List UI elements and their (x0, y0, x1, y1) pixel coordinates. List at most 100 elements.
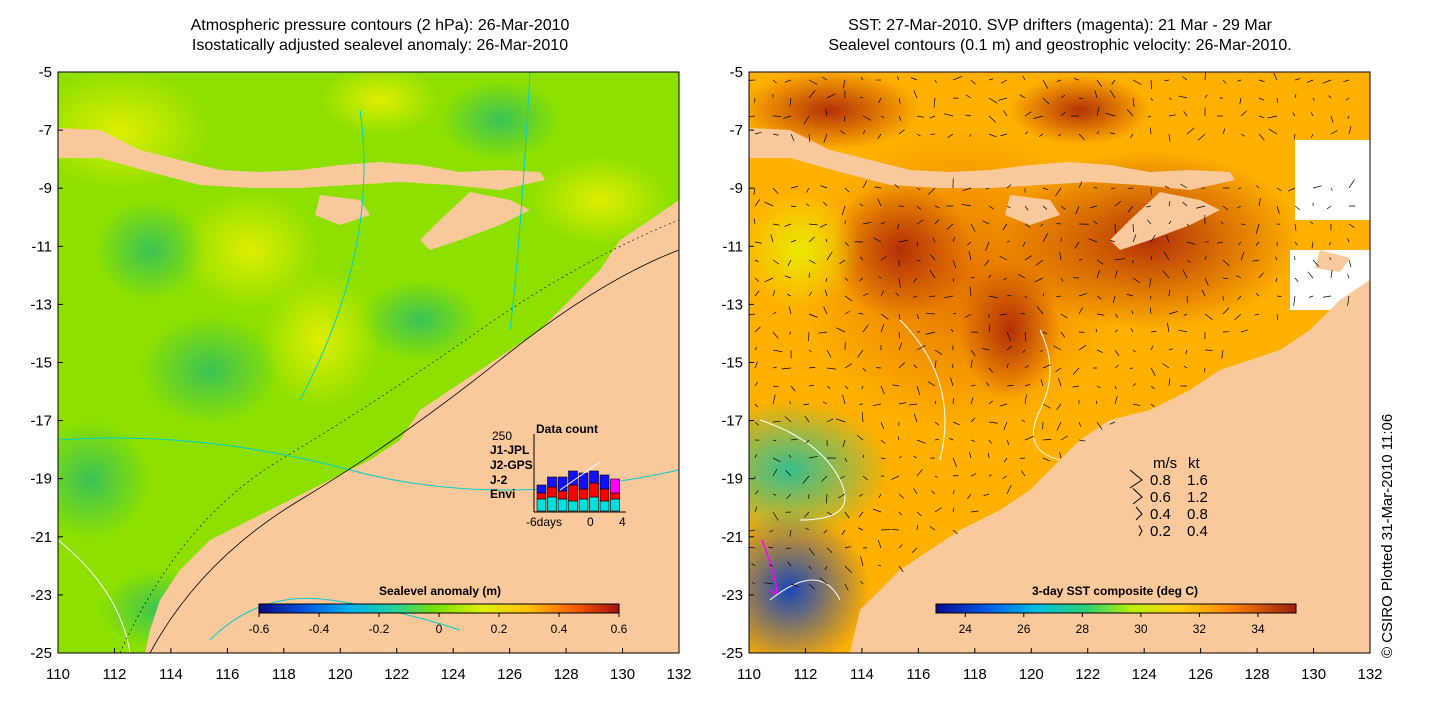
velocity-arrow (1018, 274, 1026, 279)
velocity-arrow (1201, 289, 1206, 297)
velocity-arrow (988, 439, 992, 444)
velocity-arrow (1312, 97, 1315, 101)
velocity-arrow (1328, 241, 1332, 246)
velocity-arrow (987, 452, 990, 459)
velocity-arrow (1024, 205, 1029, 211)
x-tick-label: 118 (272, 666, 296, 683)
velocity-arrow (1294, 78, 1301, 81)
velocity-arrow (952, 421, 960, 426)
inset-bar (536, 484, 547, 494)
velocity-arrow (754, 241, 762, 244)
velocity-arrow (892, 384, 900, 387)
velocity-arrow (880, 421, 885, 430)
velocity-arrow (877, 539, 882, 549)
x-tick-label: 132 (1357, 666, 1382, 683)
inset-bar (589, 470, 599, 484)
velocity-arrow (749, 313, 756, 316)
velocity-arrow (754, 453, 758, 459)
velocity-arrow (835, 418, 846, 423)
velocity-arrow (946, 223, 954, 230)
inset-xlabel-start: -6days (526, 515, 562, 529)
velocity-arrow (1078, 133, 1085, 141)
velocity-arrow (844, 295, 853, 302)
colorbar-tick-label: 24 (959, 622, 973, 636)
velocity-arrow (1055, 295, 1062, 298)
velocity-arrow (1347, 274, 1350, 279)
velocity-arrow (754, 361, 758, 369)
velocity-arrow (1096, 385, 1101, 389)
velocity-arrow (842, 394, 846, 405)
velocity-arrow (1109, 421, 1116, 425)
velocity-arrow (1114, 258, 1125, 261)
velocity-arrow (768, 546, 774, 549)
velocity-arrow (1275, 256, 1278, 261)
velocity-arrow (772, 259, 780, 265)
right-land-islands (749, 128, 1350, 272)
y-tick-label: -17 (721, 413, 743, 430)
x-tick-label: 116 (215, 666, 239, 683)
velocity-arrow (1276, 97, 1278, 104)
velocity-arrow (929, 270, 936, 279)
velocity-arrow (1330, 115, 1334, 123)
velocity-arrow (1267, 115, 1278, 119)
velocity-arrow (1132, 97, 1135, 107)
bathymetry-contour (149, 249, 679, 653)
velocity-arrow (1078, 293, 1087, 297)
velocity-arrow (1114, 223, 1116, 234)
velocity-arrow (808, 90, 816, 99)
velocity-arrow (824, 565, 828, 571)
velocity-arrow (1294, 223, 1297, 231)
x-tick-label: 130 (1301, 666, 1326, 683)
velocity-arrow (1322, 295, 1332, 298)
velocity-arrow (898, 277, 901, 288)
right-land-australia (850, 280, 1370, 653)
velocity-arrow (913, 488, 918, 495)
velocity-arrow (790, 385, 796, 392)
velocity-arrow (1343, 79, 1350, 83)
velocity-arrow (1096, 79, 1103, 88)
velocity-arrow (925, 312, 936, 315)
velocity-arrow (1088, 238, 1098, 243)
inset-title: Data count (536, 422, 598, 436)
velocity-arrow (1240, 251, 1245, 261)
velocity-arrow (934, 205, 940, 209)
velocity-arrow (880, 115, 885, 119)
velocity-arrow (970, 473, 977, 477)
velocity-arrow (754, 421, 759, 426)
velocity-arrow (772, 187, 779, 195)
velocity-arrow (753, 187, 756, 196)
velocity-arrow (769, 529, 774, 533)
velocity-arrow (860, 256, 864, 261)
velocity-arrow (859, 203, 864, 207)
velocity-arrow (787, 259, 792, 266)
velocity-arrow (808, 349, 812, 353)
velocity-arrow (1311, 241, 1314, 249)
velocity-arrow (1330, 130, 1338, 135)
velocity-arrow (1166, 322, 1170, 333)
velocity-arrow (988, 97, 998, 104)
velocity-arrow (1042, 364, 1051, 369)
velocity-arrow (878, 493, 882, 498)
data-count-inset: Data count 250 J1-JPL J2-GPS J-2 Envi -6… (490, 422, 626, 529)
colorbar-tick-label: -0.2 (369, 622, 390, 636)
velocity-arrow (1186, 241, 1196, 245)
x-tick-label: 126 (497, 666, 522, 683)
velocity-arrow (961, 203, 972, 207)
velocity-arrow (933, 97, 936, 108)
velocity-arrow (896, 76, 900, 81)
velocity-arrow (772, 439, 777, 442)
velocity-arrow (1330, 269, 1333, 279)
sla-blob (180, 190, 320, 310)
velocity-arrow (1347, 115, 1350, 120)
velocity-arrow (772, 290, 776, 297)
right-axes: -5 -7 -9 -11 -13 -15 -17 -19 -21 -23 -25 110 112 114 1… (721, 64, 1382, 683)
velocity-arrow (950, 328, 954, 333)
velocity-arrow (1024, 255, 1032, 261)
velocity-arrow (1126, 109, 1134, 117)
velocity-arrow (1130, 327, 1134, 333)
velocity-arrow (1258, 272, 1264, 279)
velocity-arrow (874, 186, 882, 189)
velocity-arrow (1003, 421, 1008, 430)
velocity-arrow (826, 251, 833, 261)
